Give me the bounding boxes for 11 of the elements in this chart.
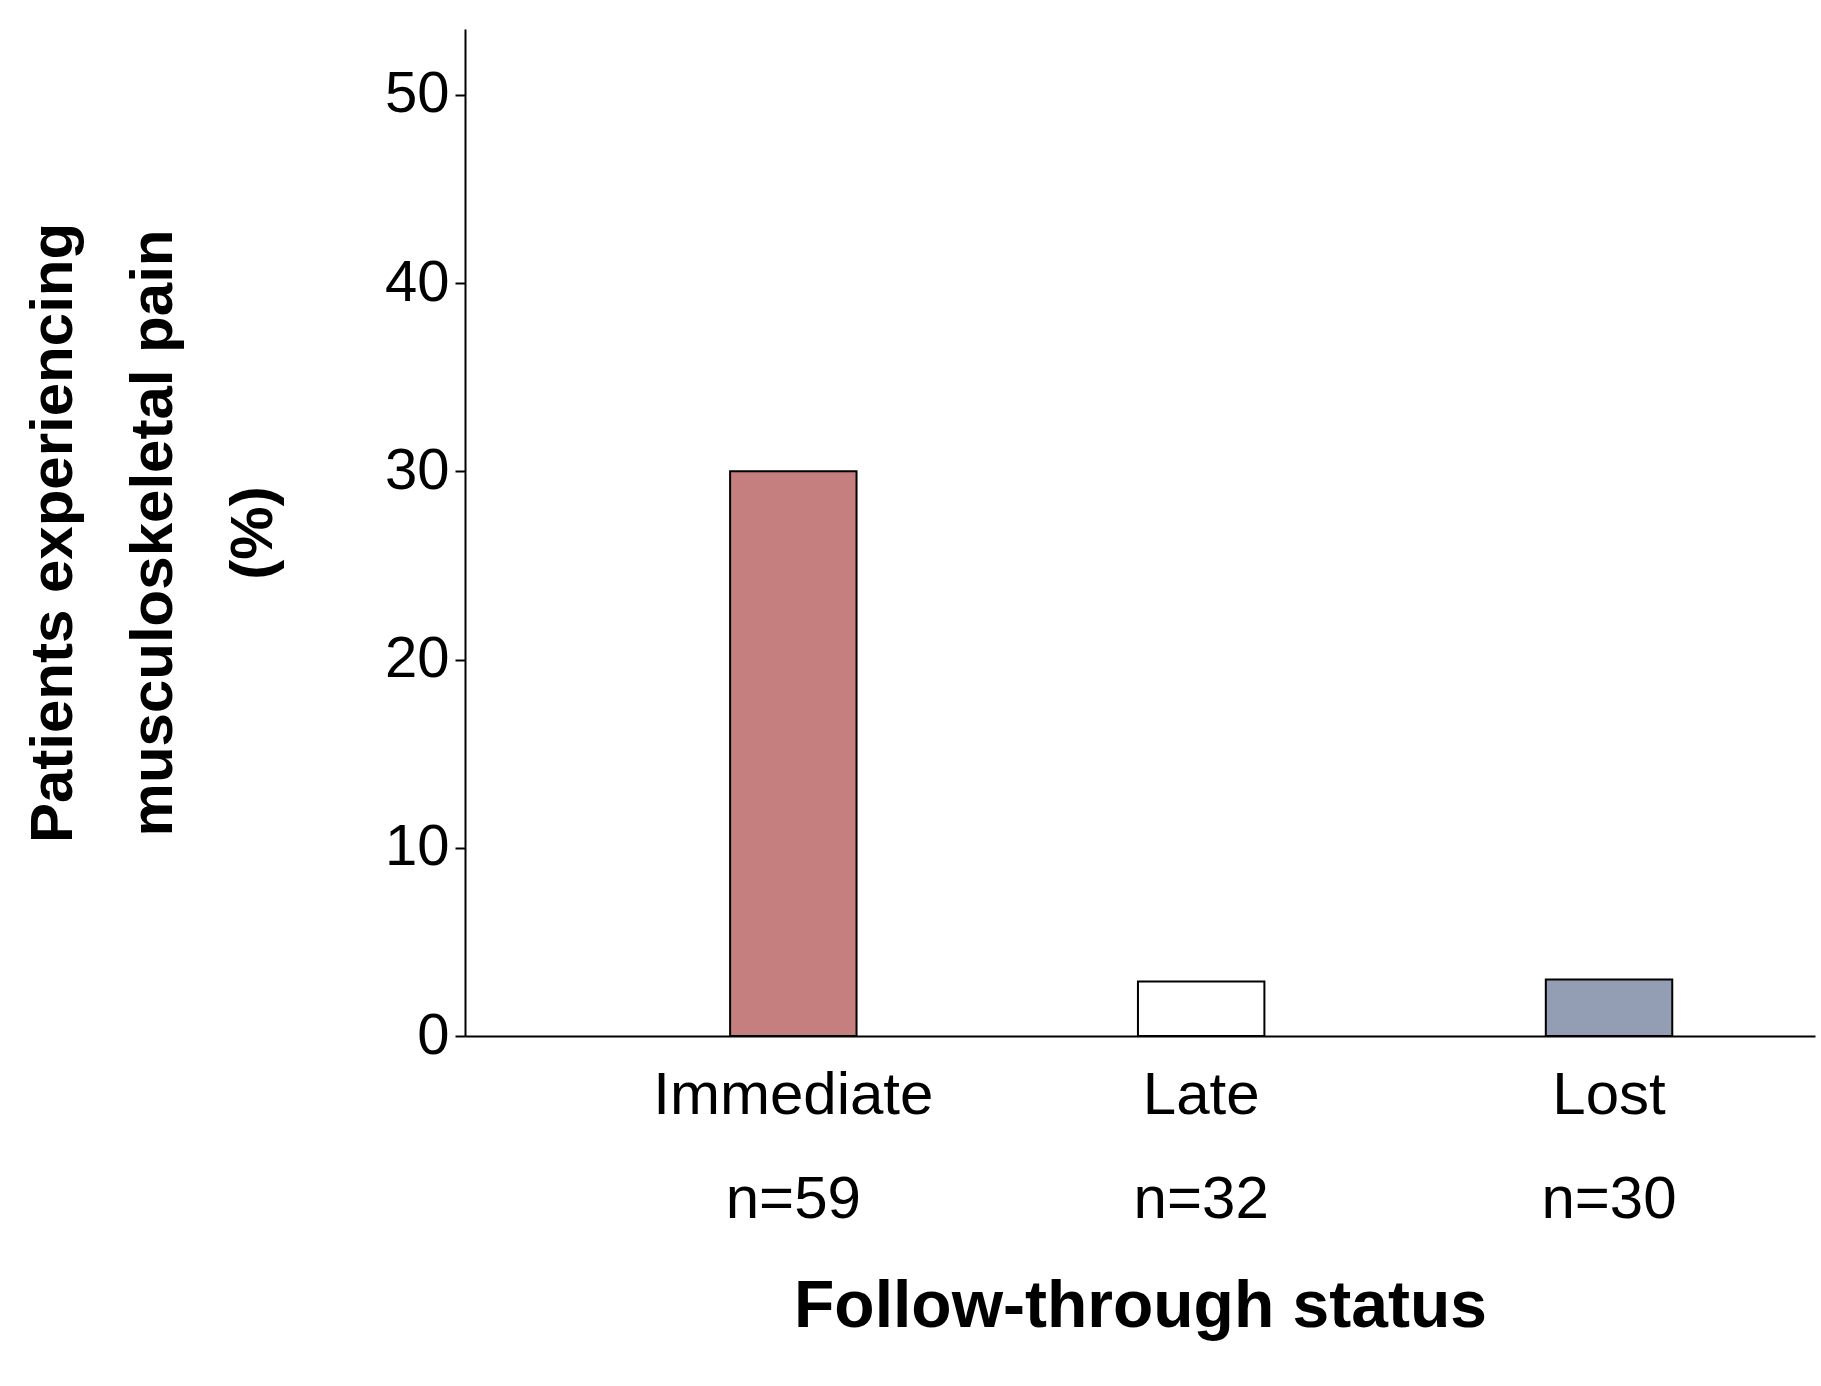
x-axis-title: Follow-through status — [794, 1266, 1487, 1341]
y-tick-label: 40 — [384, 247, 450, 313]
x-tick-label: Lost n=30 — [1541, 1059, 1677, 1231]
y-tick-label: 0 — [417, 1000, 450, 1066]
y-tick-label: 10 — [384, 812, 450, 878]
y-tick-label: 20 — [384, 624, 450, 690]
x-tick-label: Late n=32 — [1133, 1059, 1269, 1231]
y-axis-title: Patients experiencing musculoskeletal pain (%) — [17, 222, 285, 844]
x-tick-label: Immediate n=59 — [653, 1059, 934, 1231]
y-tick-label: 50 — [384, 59, 450, 125]
y-tick-label: 30 — [384, 435, 450, 501]
